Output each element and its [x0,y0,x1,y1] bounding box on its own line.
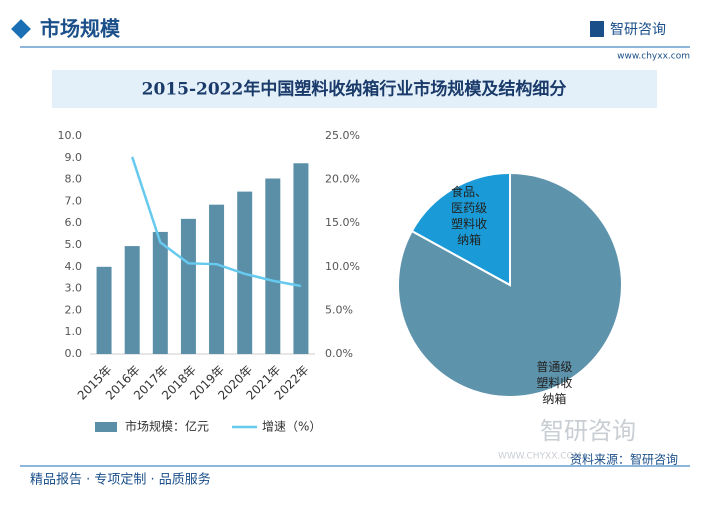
y2-tick-label: 25.0% [325,129,360,142]
y-tick-label: 3.0 [65,282,83,295]
y2-tick-label: 5.0% [325,303,353,316]
legend-label: 增速（%） [262,420,321,434]
pie-label: 普通级塑料收纳箱 [536,359,573,406]
bar [124,246,140,354]
y2-tick-label: 10.0% [325,260,360,273]
y-tick-label: 1.0 [65,325,83,338]
y-tick-label: 2.0 [65,303,83,316]
y2-tick-label: 15.0% [325,216,360,229]
y-tick-label: 9.0 [65,151,83,164]
bar [293,163,309,354]
title-band [52,70,657,108]
brand: 智研咨询 [610,22,666,38]
legend-label: 市场规模：亿元 [125,419,209,434]
bar [152,231,168,354]
y-tick-label: 8.0 [65,173,83,186]
y2-tick-label: 20.0% [325,173,360,186]
y2-tick-label: 0.0% [325,347,353,360]
y-tick-label: 5.0 [65,238,83,251]
y-tick-label: 10.0 [58,129,83,142]
y-tick-label: 0.0 [65,347,83,360]
watermark-site: WWW.CHYXX.COM [498,452,581,462]
watermark: 智研咨询 [540,417,636,445]
y-tick-label: 4.0 [65,260,83,273]
y-tick-label: 7.0 [65,194,83,207]
site: www.chyxx.com [617,52,690,62]
y-tick-label: 6.0 [65,216,83,229]
bar [209,204,225,354]
source: 资料来源：智研咨询 [570,452,678,467]
header-icon [11,19,31,39]
bar [96,266,112,354]
chart-title: 2015-2022年中国塑料收纳箱行业市场规模及结构细分 [142,79,567,100]
legend-swatch [95,422,117,432]
logo-icon [590,21,604,37]
slogan: 精品报告 · 专项定制 · 品质服务 [30,472,211,488]
growth-line [131,156,302,288]
section-title: 市场规模 [40,17,121,41]
pie-slice [410,171,511,287]
bar [180,218,196,354]
pie-label: 食品、医药级塑料收纳箱 [451,184,488,247]
bar [265,178,281,354]
